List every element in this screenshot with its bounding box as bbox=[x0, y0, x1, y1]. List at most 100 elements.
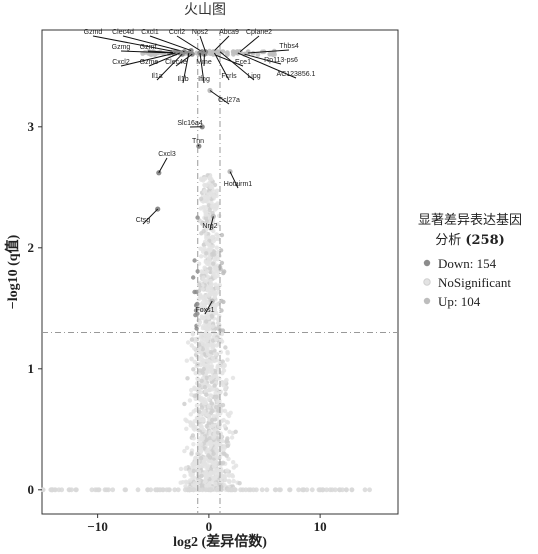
data-point bbox=[349, 487, 355, 493]
data-point bbox=[204, 463, 210, 468]
data-point bbox=[206, 362, 211, 368]
data-point bbox=[210, 184, 215, 189]
data-point bbox=[208, 285, 214, 291]
data-point bbox=[204, 235, 209, 241]
data-point bbox=[187, 478, 193, 483]
data-point bbox=[221, 299, 226, 305]
gene-label: Cxcl1 bbox=[141, 29, 159, 36]
data-point bbox=[200, 462, 205, 467]
data-point bbox=[229, 435, 235, 440]
leader-line bbox=[122, 35, 185, 53]
data-point bbox=[205, 358, 211, 364]
gene-label: Gzme bbox=[140, 59, 159, 66]
data-point bbox=[191, 442, 196, 447]
y-axis-label: −log10 (q值) bbox=[4, 234, 21, 309]
data-point bbox=[217, 283, 222, 288]
gene-label: Fcrls bbox=[221, 73, 237, 80]
gene-label: Clec4e bbox=[165, 59, 187, 66]
data-point bbox=[198, 334, 203, 340]
data-point bbox=[332, 487, 338, 493]
data-point bbox=[216, 236, 221, 242]
data-point bbox=[199, 378, 204, 384]
data-point bbox=[104, 487, 110, 493]
data-point bbox=[194, 349, 200, 355]
data-point bbox=[189, 357, 194, 362]
leader-line bbox=[142, 208, 159, 225]
data-point bbox=[224, 419, 230, 425]
data-point bbox=[226, 487, 231, 493]
data-point bbox=[210, 387, 215, 392]
leader-line bbox=[92, 35, 176, 53]
data-point bbox=[216, 249, 221, 255]
data-point bbox=[215, 270, 220, 275]
data-point bbox=[192, 427, 197, 432]
leader-line bbox=[239, 35, 260, 53]
leader-line bbox=[204, 300, 213, 315]
data-point bbox=[204, 423, 209, 429]
data-point bbox=[214, 337, 219, 342]
data-point bbox=[195, 416, 200, 421]
legend-title-prefix: 分析 bbox=[435, 233, 465, 248]
data-point bbox=[183, 484, 188, 489]
data-point bbox=[188, 472, 193, 477]
data-point bbox=[205, 259, 211, 265]
data-point bbox=[204, 218, 209, 224]
data-point bbox=[225, 50, 230, 56]
data-points bbox=[40, 48, 372, 493]
data-point bbox=[202, 332, 207, 337]
data-point bbox=[204, 299, 209, 304]
data-point bbox=[215, 365, 220, 370]
data-point bbox=[206, 256, 211, 261]
data-point bbox=[231, 460, 236, 465]
data-point bbox=[198, 456, 204, 461]
data-point bbox=[211, 234, 216, 240]
data-point bbox=[246, 487, 252, 493]
data-point bbox=[205, 242, 211, 247]
annotated-point bbox=[227, 168, 233, 175]
data-point bbox=[208, 393, 214, 398]
data-point bbox=[145, 487, 151, 493]
data-point bbox=[153, 487, 159, 493]
data-point bbox=[89, 487, 95, 493]
data-point bbox=[204, 348, 209, 354]
data-point bbox=[200, 220, 205, 225]
data-point bbox=[215, 201, 220, 206]
data-point bbox=[221, 447, 226, 452]
data-point bbox=[222, 451, 227, 457]
data-point bbox=[211, 261, 216, 266]
data-point bbox=[204, 225, 209, 230]
data-point bbox=[192, 346, 197, 351]
annotated-point bbox=[235, 50, 241, 56]
data-point bbox=[287, 487, 292, 493]
data-point bbox=[205, 199, 210, 204]
gene-annotations: Gzmd Clec4d Cxcl1 Ccrl2 Nos2 Abca9 Cplane2 Gzmg… bbox=[84, 29, 316, 315]
data-point bbox=[214, 454, 219, 459]
data-point bbox=[191, 468, 196, 474]
data-point bbox=[202, 384, 208, 390]
legend-title-count: (258) bbox=[465, 233, 504, 248]
data-point bbox=[206, 404, 211, 409]
data-point bbox=[216, 408, 221, 413]
data-point bbox=[221, 364, 226, 370]
gene-label: Il1b bbox=[177, 76, 188, 83]
data-point bbox=[187, 398, 193, 403]
data-point bbox=[207, 266, 213, 271]
data-point bbox=[210, 374, 215, 380]
data-point bbox=[160, 487, 166, 493]
legend-marker bbox=[423, 297, 431, 305]
data-point bbox=[207, 191, 213, 196]
data-point bbox=[214, 358, 220, 363]
leader-line bbox=[148, 52, 181, 67]
leader-line bbox=[229, 171, 239, 189]
data-point bbox=[207, 48, 212, 54]
data-point bbox=[182, 487, 188, 493]
data-point bbox=[195, 269, 200, 274]
leader-line bbox=[247, 49, 290, 54]
legend-title-line1: 显著差异表达基因 bbox=[418, 213, 522, 228]
gene-label: Cplane2 bbox=[246, 29, 272, 36]
data-point bbox=[191, 275, 196, 280]
data-point bbox=[189, 343, 194, 348]
legend-entries: Down: 154 NoSignificant Up: 104 bbox=[423, 256, 511, 309]
gene-label: Gzmg bbox=[112, 44, 131, 51]
data-point bbox=[110, 487, 116, 493]
